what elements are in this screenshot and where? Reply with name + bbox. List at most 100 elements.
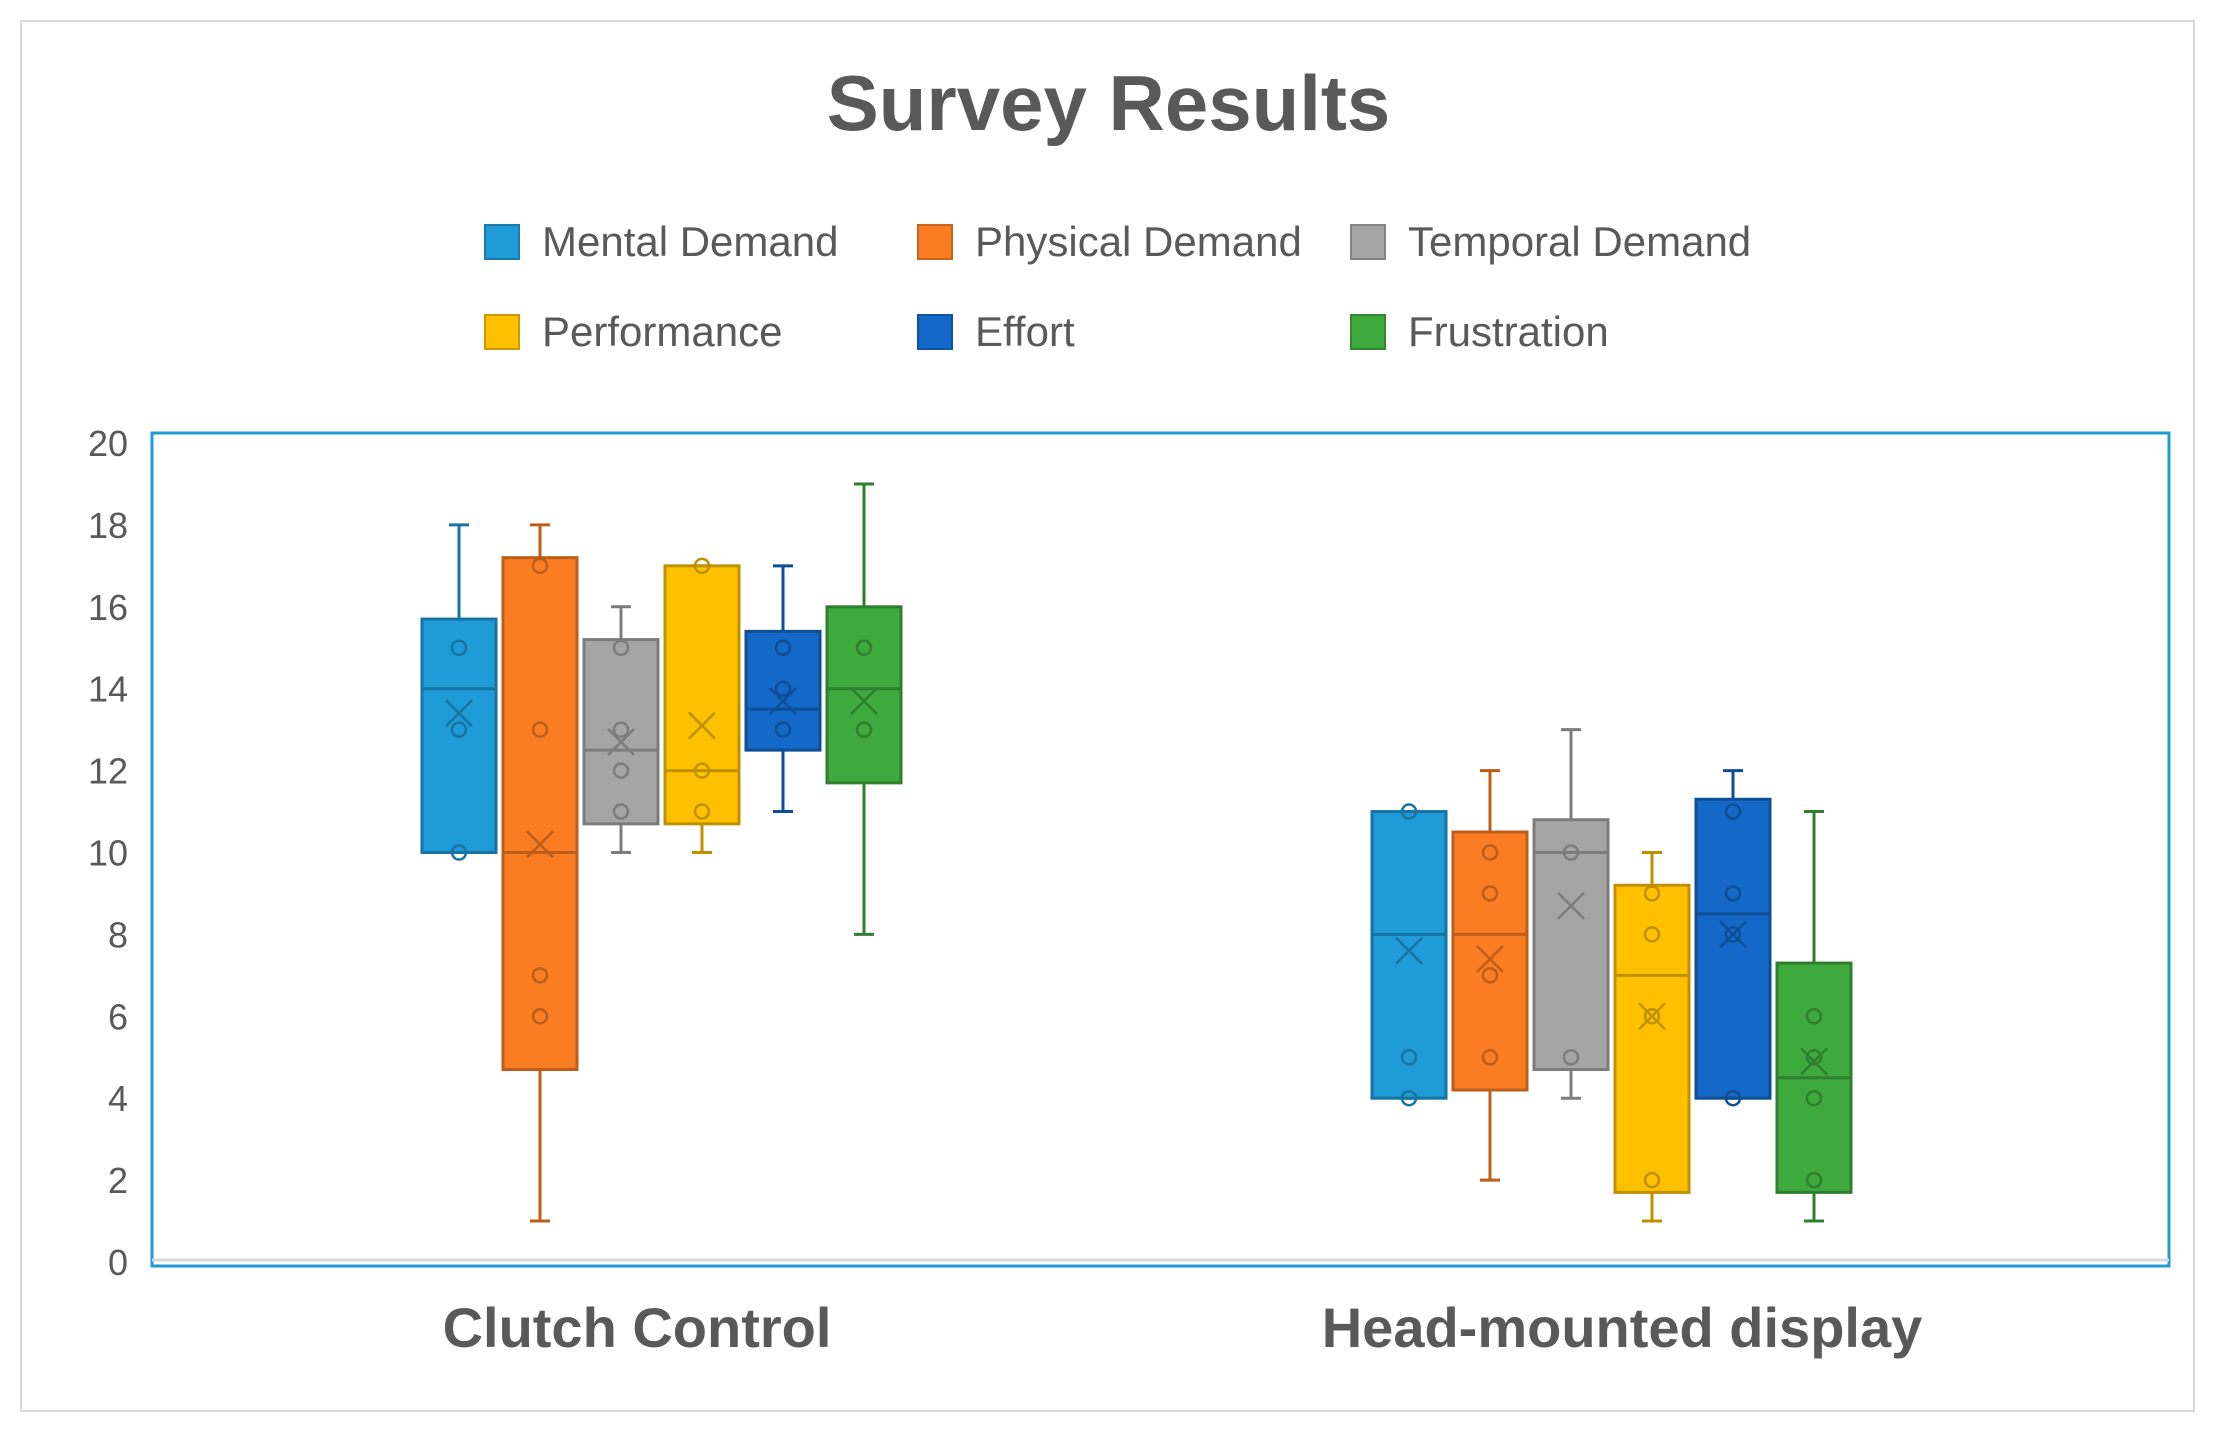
box-iqr: [825, 605, 903, 785]
boxes-layer: [420, 482, 1853, 1223]
box-physical-demand: [501, 523, 579, 1223]
box-group-head-mounted-display: [1370, 728, 1853, 1223]
y-tick-label: 12: [88, 751, 128, 792]
data-point: [612, 762, 630, 779]
data-point: [1805, 1049, 1823, 1066]
legend-swatch-effort: [917, 314, 953, 350]
box-iqr: [1370, 810, 1448, 1100]
data-point: [1724, 926, 1742, 943]
box-iqr: [420, 617, 498, 855]
data-point: [450, 844, 468, 861]
y-tick-label: 2: [108, 1160, 128, 1201]
y-tick-label: 10: [88, 833, 128, 874]
box-mental-demand: [1370, 803, 1448, 1107]
legend-swatch-temporal-demand: [1350, 224, 1386, 260]
data-point: [531, 967, 549, 984]
mean-marker: [607, 728, 635, 756]
data-point: [1724, 803, 1742, 820]
legend-label: Frustration: [1408, 308, 1609, 355]
box-effort: [1694, 769, 1772, 1107]
data-point: [1724, 885, 1742, 902]
mean-marker: [850, 687, 878, 715]
data-point: [1481, 844, 1499, 861]
legend-swatch-frustration: [1350, 314, 1386, 350]
box-temporal-demand: [1532, 728, 1610, 1100]
y-tick-label: 16: [88, 587, 128, 628]
data-point: [774, 721, 792, 738]
data-point: [1562, 844, 1580, 861]
mean-marker-stroke: [1557, 891, 1585, 920]
mean-marker-stroke: [526, 830, 554, 859]
y-tick-label: 20: [88, 423, 128, 464]
data-point: [1562, 1049, 1580, 1066]
data-point: [1643, 1008, 1661, 1025]
box-temporal-demand: [582, 605, 660, 854]
chart-title: Survey Results: [826, 59, 1391, 147]
data-point: [693, 803, 711, 820]
mean-marker-stroke: [850, 687, 878, 715]
y-tick-label: 6: [108, 996, 128, 1037]
mean-marker: [1638, 1002, 1666, 1031]
mean-marker-stroke: [1719, 920, 1747, 949]
data-point: [774, 639, 792, 656]
data-point: [855, 639, 873, 656]
box-iqr: [1694, 797, 1772, 1100]
data-point: [1805, 1171, 1823, 1189]
y-tick-label: 8: [108, 914, 128, 955]
data-point: [531, 1008, 549, 1025]
data-point: [693, 762, 711, 779]
mean-marker-stroke: [445, 699, 473, 728]
mean-marker-stroke: [688, 711, 716, 740]
data-point: [1400, 1089, 1418, 1107]
y-axis: 0 2 4 6 8 10 12 14 16 18 20: [88, 423, 128, 1283]
mean-marker: [1800, 1047, 1828, 1076]
data-point: [693, 557, 711, 575]
data-point: [450, 639, 468, 656]
mean-marker: [1395, 936, 1423, 965]
data-point: [774, 680, 792, 697]
box-iqr: [582, 638, 660, 826]
data-point: [1805, 1008, 1823, 1025]
legend-label: Physical Demand: [975, 218, 1302, 265]
legend-item-temporal-demand: Temporal Demand: [1350, 217, 1751, 267]
data-point: [612, 803, 630, 820]
box-effort: [744, 564, 822, 814]
data-point: [1805, 1089, 1823, 1107]
box-iqr: [1451, 830, 1529, 1092]
data-point: [1643, 926, 1661, 943]
mean-marker-stroke: [1476, 945, 1504, 973]
box-iqr: [1532, 818, 1610, 1072]
box-group-clutch-control: [420, 482, 903, 1223]
plot-area: [150, 431, 2171, 1268]
data-point: [1643, 1171, 1661, 1189]
mean-marker: [526, 830, 554, 859]
legend-swatch-physical-demand: [917, 224, 953, 260]
mean-marker-stroke: [1395, 936, 1423, 965]
y-tick-label: 18: [88, 505, 128, 546]
legend-item-physical-demand: Physical Demand: [917, 217, 1302, 267]
mean-marker: [1557, 891, 1585, 920]
box-frustration: [1775, 810, 1853, 1223]
data-point: [1481, 967, 1499, 984]
legend-swatch-performance: [484, 314, 520, 350]
box-performance: [663, 557, 741, 854]
data-point: [1481, 885, 1499, 902]
box-physical-demand: [1451, 769, 1529, 1182]
mean-marker: [445, 699, 473, 728]
data-point: [1400, 803, 1418, 820]
chart-frame: [20, 20, 2195, 1412]
category-label-head-mounted-display: Head-mounted display: [1322, 1296, 1923, 1359]
box-performance: [1613, 851, 1691, 1223]
data-point: [1400, 1049, 1418, 1066]
box-iqr: [501, 556, 579, 1072]
mean-marker-stroke: [769, 687, 797, 715]
mean-marker-stroke: [1638, 1002, 1666, 1031]
legend-label: Performance: [542, 308, 783, 355]
y-tick-label: 4: [108, 1078, 128, 1119]
category-label-clutch-control: Clutch Control: [443, 1296, 832, 1359]
legend-label: Effort: [975, 308, 1075, 355]
data-point: [1481, 1049, 1499, 1066]
legend-label: Mental Demand: [542, 218, 839, 265]
data-point: [450, 721, 468, 738]
legend-label: Temporal Demand: [1408, 218, 1752, 265]
